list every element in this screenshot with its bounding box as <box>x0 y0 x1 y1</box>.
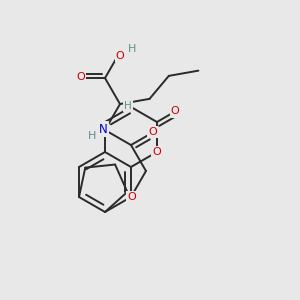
Text: O: O <box>148 127 157 137</box>
Text: O: O <box>76 72 85 82</box>
Text: O: O <box>128 192 136 202</box>
Text: N: N <box>99 122 107 136</box>
Text: O: O <box>116 51 124 61</box>
Text: O: O <box>171 106 179 116</box>
Text: O: O <box>153 147 161 157</box>
Text: H: H <box>124 101 132 111</box>
Text: H: H <box>88 131 96 141</box>
Text: H: H <box>128 44 136 54</box>
